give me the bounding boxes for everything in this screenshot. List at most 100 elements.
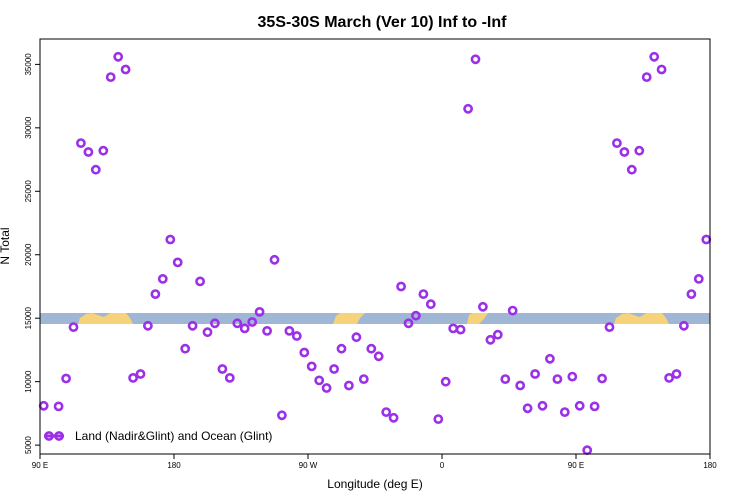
legend-marker [44, 431, 54, 441]
data-point [98, 145, 109, 156]
data-point [254, 306, 265, 317]
data-point [522, 403, 533, 414]
land-ocean-mask [40, 313, 710, 324]
y-tick-label: 30000 [24, 116, 33, 139]
data-point [358, 374, 369, 384]
data-point [500, 374, 511, 384]
data-point [83, 147, 94, 157]
data-point [671, 369, 682, 379]
data-point [38, 400, 49, 411]
data-point [187, 320, 198, 331]
y-tick-label: 25000 [24, 180, 33, 203]
data-point [291, 331, 302, 341]
legend: Land (Nadir&Glint) and Ocean (Glint) [44, 429, 272, 443]
data-point [604, 322, 615, 332]
data-point [612, 138, 622, 148]
data-point [477, 301, 488, 312]
data-point [589, 401, 600, 412]
data-point [656, 64, 667, 75]
data-point [224, 372, 235, 383]
data-point [530, 369, 540, 379]
data-point [76, 138, 86, 148]
x-tick-label: 180 [703, 461, 717, 470]
data-point [195, 276, 205, 287]
data-point [269, 254, 280, 265]
x-axis-label: Longitude (deg E) [327, 477, 422, 491]
data-point [150, 289, 161, 299]
data-point [61, 373, 71, 384]
data-point [239, 323, 250, 334]
data-point [351, 332, 362, 343]
data-point [336, 343, 347, 354]
data-point [425, 299, 436, 310]
y-tick-label: 35000 [24, 53, 33, 76]
data-point [396, 281, 406, 292]
y-axis: 5000 10000 15000 20000 25000 30000 35000 [24, 53, 40, 454]
data-point [262, 325, 272, 336]
data-point [314, 375, 325, 386]
data-point [515, 380, 526, 391]
data-point [209, 318, 220, 329]
data-point [284, 325, 295, 336]
data-point [343, 380, 354, 391]
data-point [597, 373, 607, 384]
plot-frame [39, 38, 711, 455]
land-south-america [333, 313, 365, 324]
legend-marker [54, 431, 64, 441]
x-axis: 90 E 180 90 W 0 90 E 180 [32, 454, 717, 470]
data-point [537, 400, 548, 411]
data-point [113, 51, 124, 62]
data-point [373, 351, 384, 362]
y-tick-label: 10000 [24, 370, 33, 393]
x-tick-label: 90 E [32, 461, 48, 470]
x-tick-label: 90 W [299, 461, 318, 470]
data-point [68, 322, 79, 332]
data-point [440, 376, 451, 387]
data-point [545, 353, 555, 364]
y-tick-label: 15000 [24, 307, 33, 330]
data-point [634, 145, 645, 156]
data-point [403, 318, 414, 329]
data-point [619, 147, 630, 157]
data-point [455, 324, 466, 335]
data-point [388, 412, 399, 423]
x-tick-label: 180 [167, 461, 181, 470]
data-point [574, 400, 585, 411]
data-point [172, 257, 183, 268]
data-point [329, 364, 339, 374]
land-south-africa [467, 313, 488, 324]
legend-label: Land (Nadir&Glint) and Ocean (Glint) [75, 429, 272, 443]
data-point [135, 369, 146, 379]
data-point [165, 234, 176, 245]
data-point [232, 318, 243, 329]
data-point [105, 72, 116, 82]
data-point [433, 414, 444, 424]
data-point [485, 334, 496, 345]
data-point [247, 317, 258, 327]
data-point [366, 343, 377, 354]
data-point [649, 51, 660, 62]
y-tick-label: 20000 [24, 243, 33, 266]
data-point [448, 323, 459, 334]
data-point [567, 371, 578, 382]
data-point [679, 320, 689, 331]
data-point [128, 372, 138, 383]
land-australia-repeat [614, 313, 669, 324]
data-point [693, 273, 704, 284]
data-point [306, 361, 317, 372]
data-point [686, 289, 697, 299]
data-point [180, 343, 191, 354]
data-point [381, 407, 392, 417]
data-point [299, 347, 310, 358]
data-point [53, 401, 64, 412]
x-tick-label: 0 [440, 461, 445, 470]
data-point [582, 445, 593, 456]
data-point [463, 103, 473, 114]
data-point [217, 364, 228, 374]
data-points [38, 51, 712, 456]
y-tick-label: 5000 [24, 436, 33, 454]
chart-title: 35S-30S March (Ver 10) Inf to -Inf [258, 14, 508, 31]
data-point [552, 374, 563, 384]
data-point [418, 289, 429, 299]
